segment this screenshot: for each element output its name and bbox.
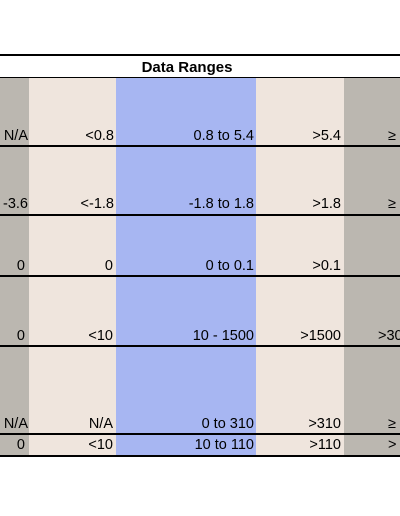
column-bg-1 — [0, 78, 29, 456]
table-cell: ≥ — [388, 128, 396, 144]
table-cell: >0.1 — [312, 258, 341, 274]
table-cell: ≥ — [388, 416, 396, 432]
table-cell: 10 to 110 — [194, 437, 254, 453]
table-cell: N/A — [3, 128, 28, 144]
table-cell: N/A — [3, 416, 28, 432]
table-cell: 0 — [16, 258, 25, 274]
row-divider — [0, 433, 400, 435]
column-bg-2 — [29, 78, 116, 456]
table-cell: 0 — [104, 258, 113, 274]
column-bg-3 — [116, 78, 256, 456]
table-bottom-border — [0, 455, 400, 457]
table-title: Data Ranges — [141, 59, 233, 76]
table-cell: > — [388, 437, 397, 453]
table-cell: 0.8 to 5.4 — [193, 128, 254, 144]
row-divider — [0, 145, 400, 147]
header-bottom-border — [0, 77, 400, 78]
table-cell: 10 - 1500 — [192, 328, 254, 344]
row-divider — [0, 214, 400, 216]
table-cell: ≥ — [388, 196, 396, 212]
table-cell: >1500 — [300, 328, 341, 344]
table-cell: 0 — [16, 437, 25, 453]
table-top-border — [0, 54, 400, 56]
table-cell: >5.4 — [312, 128, 341, 144]
table-cell: <10 — [88, 437, 113, 453]
row-divider — [0, 345, 400, 347]
table-cell: >110 — [309, 437, 341, 453]
table-cell: >30 — [378, 328, 400, 344]
table-cell: <10 — [88, 328, 113, 344]
table-cell: 0 to 0.1 — [205, 258, 254, 274]
table-cell: -1.8 to 1.8 — [188, 196, 254, 212]
row-divider — [0, 275, 400, 277]
table-cell: 0 — [16, 328, 25, 344]
table-cell: >310 — [308, 416, 341, 432]
table-cell: N/A — [88, 416, 113, 432]
column-bg-5 — [344, 78, 400, 456]
table-cell: <0.8 — [85, 128, 114, 144]
column-bg-4 — [256, 78, 344, 456]
table-cell: -3.6 — [3, 196, 28, 212]
table-cell: >1.8 — [312, 196, 341, 212]
table-cell: 0 to 310 — [201, 416, 254, 432]
table-cell: <-1.8 — [80, 196, 114, 212]
